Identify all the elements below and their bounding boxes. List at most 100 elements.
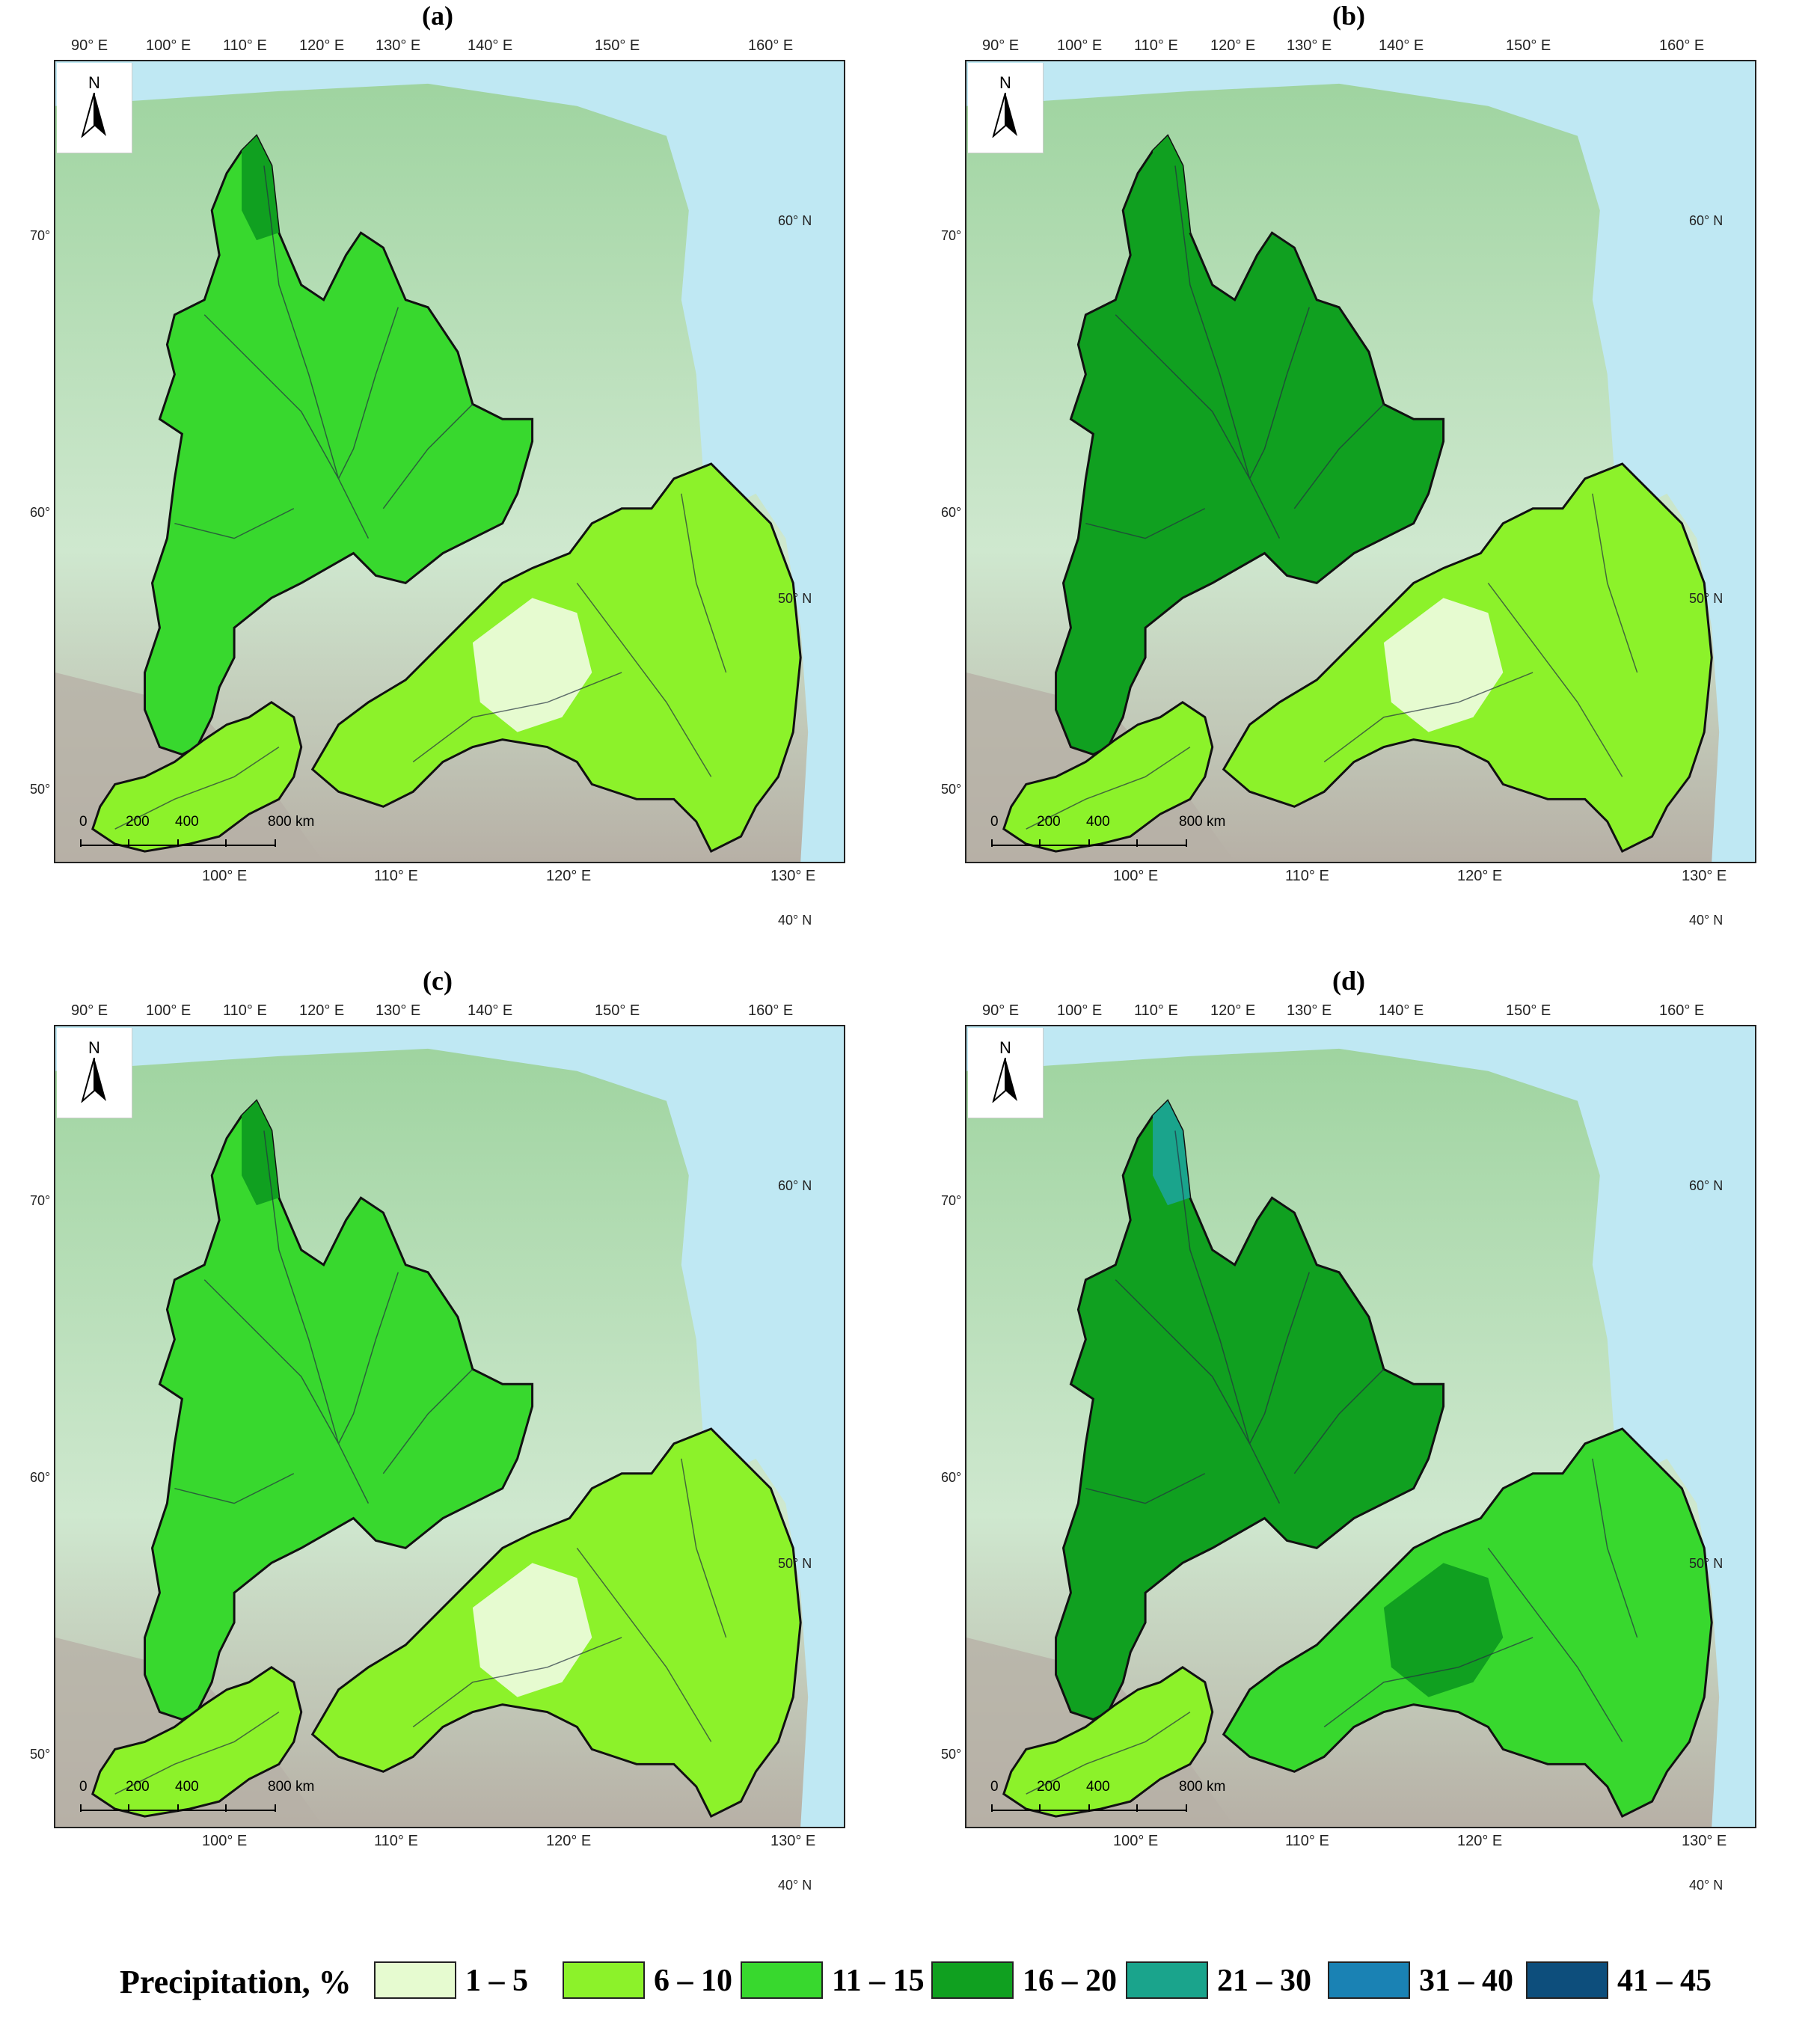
longitude-tick-label: 100° E	[1113, 868, 1159, 884]
longitude-tick-label: 130° E	[1287, 1002, 1332, 1019]
amur-core-zone	[1383, 598, 1504, 732]
top-longitude-ticks: 90° E 100° E 110° E 120° E 130° E 140° E 150° …	[941, 1002, 1756, 1025]
legend-label: 41 – 45	[1617, 1964, 1712, 1998]
scale-tick-label: 200	[126, 814, 150, 830]
legend-swatch	[374, 1961, 456, 1999]
north-arrow: N	[968, 1028, 1044, 1118]
longitude-tick-label: 110° E	[1285, 1833, 1329, 1849]
bottom-longitude-ticks: 100° E 110° E 120° E 130° E	[941, 1833, 1756, 1852]
longitude-tick-label: 120° E	[1210, 37, 1256, 54]
longitude-tick-label: 120° E	[1210, 1002, 1256, 1019]
map-canvas	[55, 1026, 844, 1827]
north-arrow-icon	[992, 92, 1017, 138]
map-frame: N 0 200 400 800 km	[965, 1025, 1756, 1828]
longitude-tick-label: 100° E	[146, 1002, 192, 1019]
legend-label: 11 – 15	[832, 1964, 925, 1998]
top-longitude-ticks: 90° E 100° E 110° E 120° E 130° E 140° E 150° …	[30, 1002, 845, 1025]
scale-bar: 0 200 400 800 km	[79, 1779, 314, 1816]
scale-bar: 0 200 400 800 km	[990, 1779, 1225, 1816]
map-canvas	[966, 1026, 1755, 1827]
amur-core-zone	[1383, 1563, 1504, 1697]
scale-tick-label: 800 km	[268, 814, 315, 830]
legend-swatch	[1328, 1961, 1410, 1999]
map-panel: (d) 90° E 100° E 110° E 120° E 130° E 140° E 15…	[941, 965, 1756, 1893]
scale-tick-label: 200	[1037, 814, 1061, 830]
map-panel: (b) 90° E 100° E 110° E 120° E 130° E 140° E 15…	[941, 0, 1756, 928]
map-panel: (c) 90° E 100° E 110° E 120° E 130° E 140° E 15…	[30, 965, 845, 1893]
north-arrow: N	[57, 1028, 132, 1118]
latitude-tick-label: 40° N	[1689, 913, 1724, 928]
scale-tick-label: 200	[1037, 1779, 1061, 1795]
scale-tick-label: 0	[79, 814, 88, 830]
north-arrow-icon	[81, 1057, 106, 1103]
panel-label: (a)	[422, 1, 453, 31]
map-canvas	[55, 61, 844, 862]
longitude-tick-label: 110° E	[223, 1002, 267, 1019]
top-longitude-ticks: 90° E 100° E 110° E 120° E 130° E 140° E 150° …	[941, 37, 1756, 60]
longitude-tick-label: 160° E	[1659, 1002, 1705, 1019]
latitude-tick-label: 40° N	[778, 913, 812, 928]
panel-label: (d)	[1332, 966, 1365, 996]
longitude-tick-label: 120° E	[1457, 1833, 1503, 1849]
river-network	[1026, 165, 1638, 830]
scale-tick-label: 200	[126, 1779, 150, 1795]
scale-bar-graphic	[991, 839, 1187, 847]
longitude-tick-label: 120° E	[546, 868, 592, 884]
longitude-tick-label: 140° E	[1379, 37, 1424, 54]
north-arrow-icon	[992, 1057, 1017, 1103]
longitude-tick-label: 130° E	[770, 868, 816, 884]
legend-swatch	[741, 1961, 823, 1999]
north-label: N	[88, 73, 100, 92]
legend: Precipitation, % 1 – 5 6 – 10 11 – 15 16…	[0, 1945, 1820, 2020]
longitude-tick-label: 90° E	[982, 37, 1020, 54]
scale-tick-label: 0	[79, 1779, 88, 1795]
longitude-tick-label: 130° E	[770, 1833, 816, 1849]
scale-tick-label: 400	[1086, 814, 1110, 830]
legend-swatch	[1126, 1961, 1208, 1999]
longitude-tick-label: 120° E	[299, 37, 345, 54]
legend-title: Precipitation, %	[120, 1964, 352, 2000]
scale-tick-label: 0	[990, 1779, 999, 1795]
longitude-tick-label: 130° E	[376, 37, 421, 54]
legend-swatch	[931, 1961, 1014, 1999]
longitude-tick-label: 140° E	[468, 1002, 513, 1019]
longitude-tick-label: 160° E	[748, 37, 794, 54]
panel-label: (b)	[1332, 1, 1365, 31]
scale-bar: 0 200 400 800 km	[79, 814, 314, 851]
longitude-tick-label: 100° E	[1057, 37, 1103, 54]
map-panel: (a) 90° E 100° E 110° E 120° E 130° E 140° E 15…	[30, 0, 845, 928]
longitude-tick-label: 110° E	[374, 868, 418, 884]
scale-bar-graphic	[80, 839, 276, 847]
map-canvas	[966, 61, 1755, 862]
longitude-tick-label: 160° E	[1659, 37, 1705, 54]
longitude-tick-label: 150° E	[1506, 37, 1551, 54]
lena-basin	[144, 1099, 534, 1721]
longitude-tick-label: 110° E	[223, 37, 267, 54]
longitude-tick-label: 90° E	[71, 37, 108, 54]
scale-tick-label: 800 km	[1179, 814, 1226, 830]
legend-label: 6 – 10	[654, 1964, 732, 1998]
latitude-tick-label: 60° N	[1689, 1178, 1724, 1193]
map-frame: N 0 200 400 800 km	[54, 1025, 845, 1828]
latitude-tick-label: 50° N	[1689, 1556, 1724, 1571]
map-frame: N 0 200 400 800 km	[965, 60, 1756, 863]
longitude-tick-label: 130° E	[1682, 1833, 1727, 1849]
scale-tick-label: 400	[175, 1779, 199, 1795]
longitude-tick-label: 90° E	[71, 1002, 108, 1019]
scale-bar-graphic	[991, 1804, 1187, 1812]
latitude-tick-label: 50° N	[778, 591, 812, 606]
scale-bar: 0 200 400 800 km	[990, 814, 1225, 851]
longitude-tick-label: 150° E	[595, 37, 640, 54]
amur-core-zone	[472, 598, 592, 732]
longitude-tick-label: 150° E	[595, 1002, 640, 1019]
north-label: N	[999, 73, 1011, 92]
map-frame: N 0 200 400 800 km	[54, 60, 845, 863]
longitude-tick-label: 120° E	[1457, 868, 1503, 884]
longitude-tick-label: 140° E	[468, 37, 513, 54]
latitude-tick-label: 60° N	[778, 213, 812, 228]
longitude-tick-label: 120° E	[546, 1833, 592, 1849]
legend-label: 16 – 20	[1023, 1964, 1117, 1998]
lena-basin	[1055, 1099, 1445, 1721]
longitude-tick-label: 130° E	[376, 1002, 421, 1019]
longitude-tick-label: 110° E	[374, 1833, 418, 1849]
